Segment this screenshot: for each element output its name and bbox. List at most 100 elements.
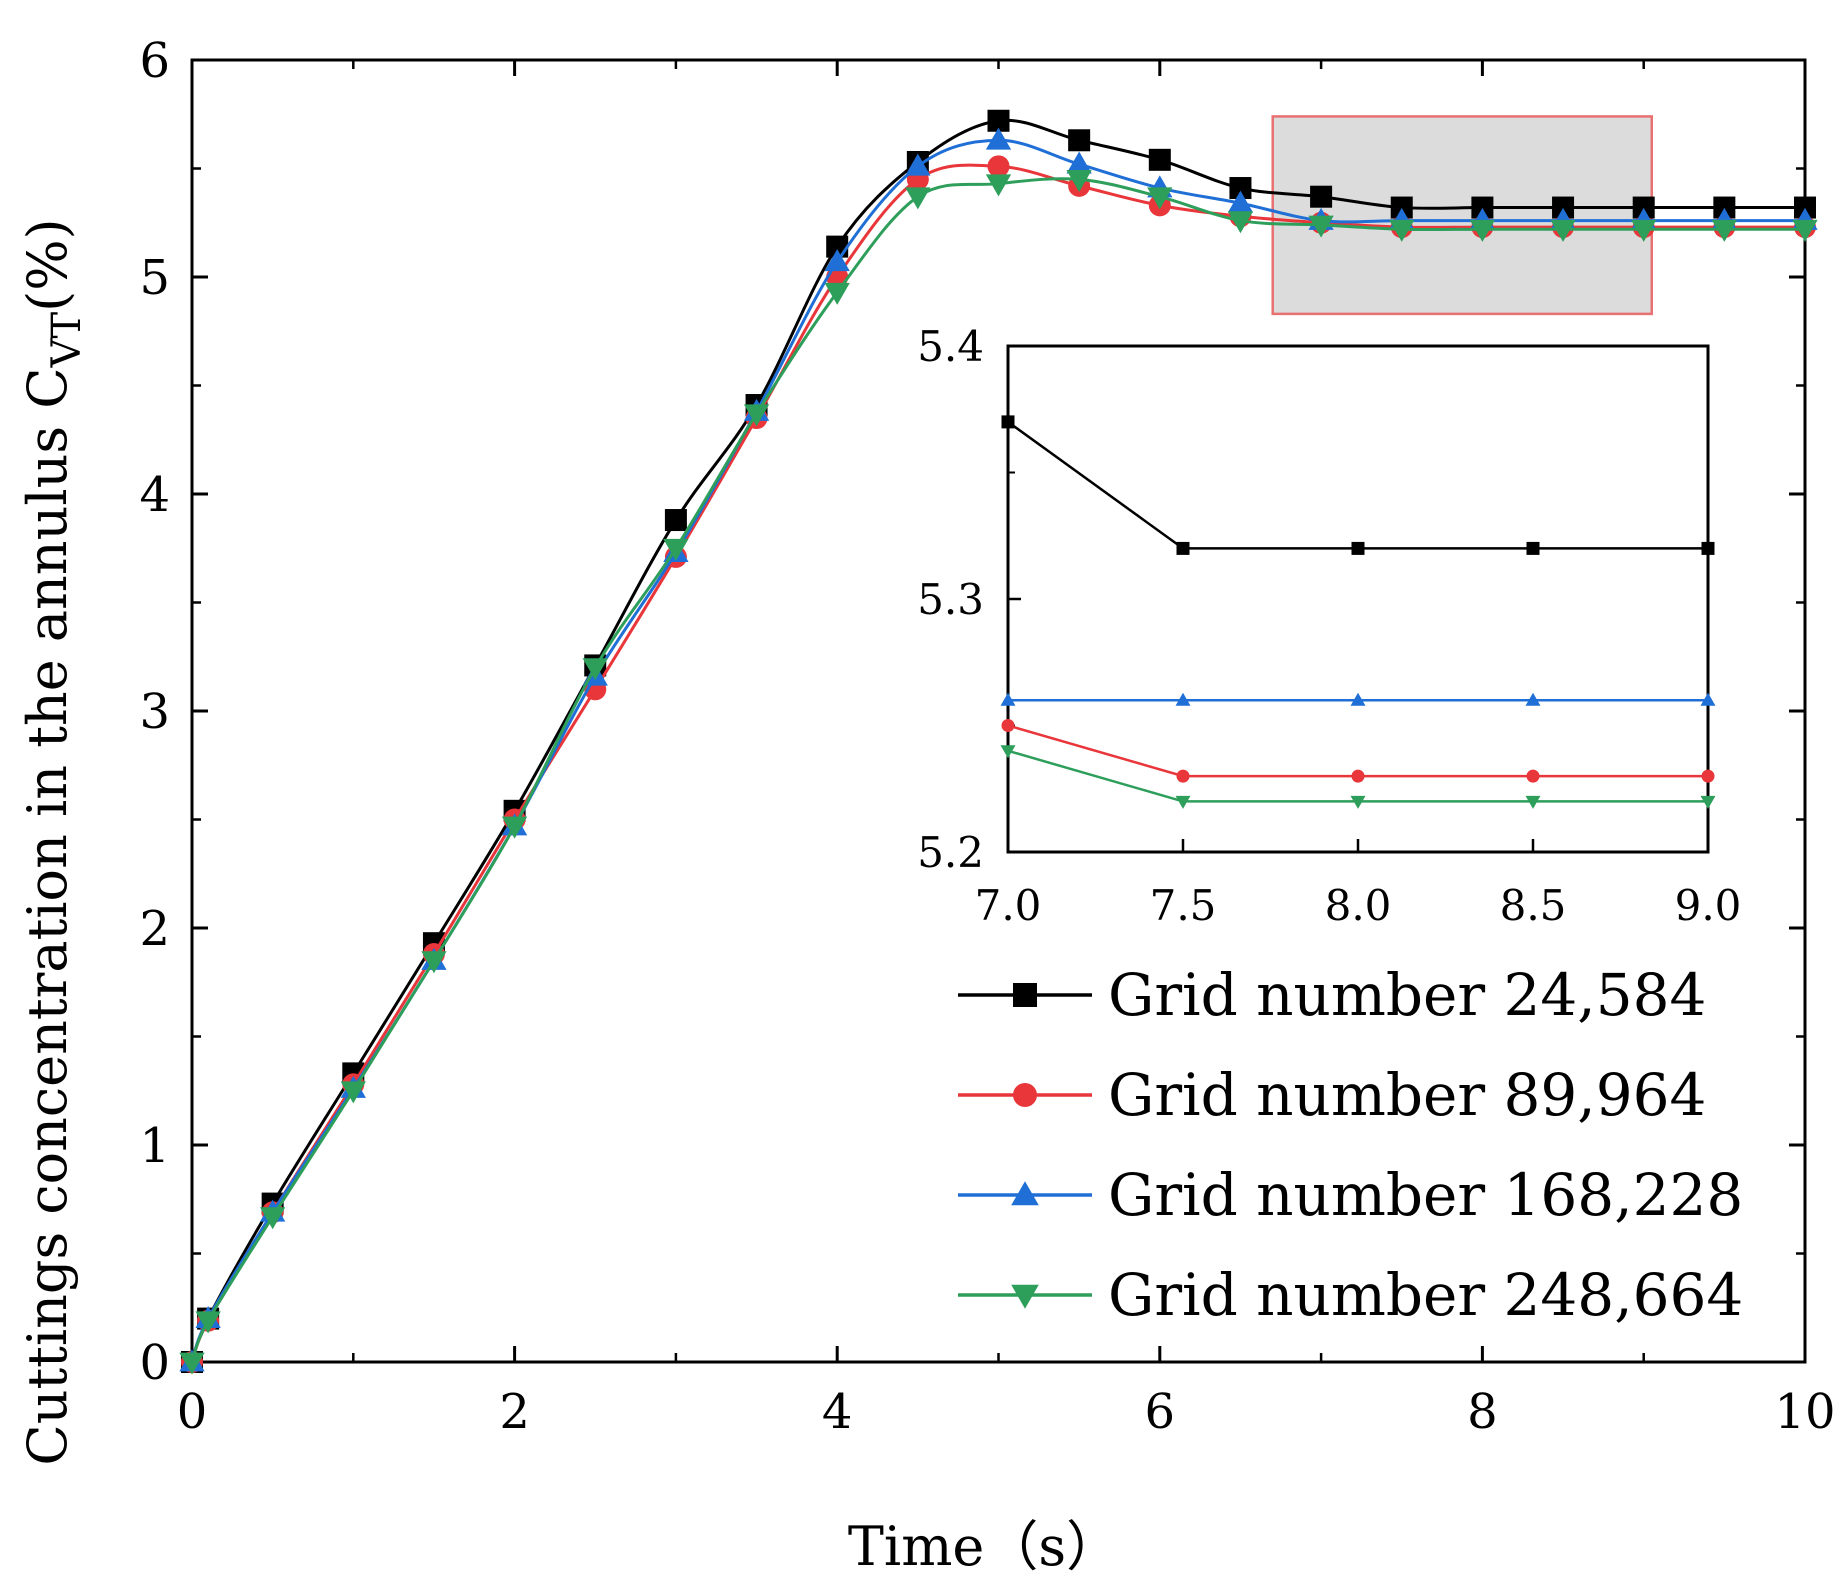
data-point	[1632, 196, 1655, 219]
x-tick-label: 0	[177, 1384, 208, 1440]
y-tick-label: 4	[139, 467, 170, 523]
data-point	[260, 1207, 286, 1230]
inset-data-point	[1175, 795, 1191, 809]
data-point	[421, 951, 447, 974]
data-point	[1068, 129, 1091, 152]
inset-data-point	[1350, 692, 1366, 706]
data-point	[1229, 177, 1252, 200]
data-point	[195, 1311, 221, 1334]
legend-label: Grid number 168,228	[1108, 1161, 1743, 1229]
data-point	[987, 155, 1010, 178]
inset-data-point	[1526, 769, 1540, 783]
y-axis-title-suffix: (%)	[16, 218, 79, 311]
data-point	[985, 127, 1012, 150]
data-point	[1794, 196, 1816, 219]
inset-data-point	[1525, 692, 1541, 706]
inset-data-point	[1000, 745, 1016, 759]
y-tick-label: 0	[139, 1335, 170, 1391]
data-point	[1471, 196, 1494, 219]
inset-y-tick-label: 5.3	[917, 575, 984, 624]
data-point	[663, 538, 689, 561]
inset-data-point	[1176, 541, 1190, 555]
data-point	[985, 174, 1012, 197]
inset-data-point	[1525, 795, 1541, 809]
y-axis-title: Cuttings concentration in the annulus CV…	[16, 218, 90, 1465]
x-tick-label: 2	[499, 1384, 530, 1440]
legend-entry: Grid number 168,228	[958, 1161, 1743, 1229]
data-point	[582, 658, 608, 681]
main-plot-layer: 0 2 4 6 8 10 0 1 2 3 4 5 6	[139, 33, 1835, 1440]
series-markers	[179, 170, 1818, 1375]
data-point	[179, 1352, 205, 1375]
x-tick-label: 6	[1145, 1384, 1176, 1440]
legend-label: Grid number 24,584	[1108, 961, 1706, 1029]
inset-series-markers	[1001, 415, 1715, 555]
data-point	[1308, 215, 1334, 238]
inset-series-markers	[1000, 745, 1716, 809]
series-1	[181, 109, 1816, 1373]
inset-series-2	[1001, 719, 1715, 783]
y-tick-label: 5	[139, 250, 170, 306]
data-point	[1066, 151, 1092, 174]
x-axis-title: Time（s）	[848, 1515, 1120, 1578]
data-point	[743, 404, 770, 427]
inset-y-tick-label: 5.4	[917, 322, 984, 371]
y-axis-title-main: Cuttings concentration in the annulus C	[16, 367, 79, 1465]
zoom-highlight-box	[1271, 115, 1654, 316]
y-tick-label: 3	[139, 684, 170, 740]
inset-data-point	[1700, 795, 1716, 809]
y-tick-label: 1	[139, 1118, 170, 1174]
data-point	[1148, 148, 1171, 171]
legend-marker	[1011, 1284, 1039, 1309]
inset-x-tick-label: 7.0	[975, 881, 1042, 930]
data-point	[987, 109, 1010, 132]
y-axis-title-subscript: VT	[44, 312, 90, 369]
data-point	[340, 1081, 366, 1104]
y-tick-label: 6	[139, 33, 170, 89]
inset-x-tick-label: 8.0	[1325, 881, 1392, 930]
inset-data-point	[1351, 541, 1365, 555]
data-point	[905, 153, 931, 176]
inset-x-tick-label: 8.5	[1500, 881, 1567, 930]
inset-data-point	[1350, 795, 1366, 809]
data-point	[501, 816, 528, 839]
data-point	[1310, 185, 1333, 208]
legend-label: Grid number 89,964	[1108, 1061, 1706, 1129]
legend-entry: Grid number 24,584	[958, 961, 1706, 1029]
y-tick-label: 2	[139, 901, 170, 957]
inset-data-point	[1700, 692, 1716, 706]
data-point	[1147, 187, 1173, 210]
legend-marker	[1013, 983, 1037, 1007]
data-point	[1469, 219, 1496, 242]
inset-series-markers	[1001, 719, 1715, 783]
inset-series-markers	[1000, 692, 1716, 706]
inset-data-point	[1176, 769, 1190, 783]
x-tick-label: 8	[1467, 1384, 1498, 1440]
legend-entry: Grid number 89,964	[958, 1061, 1706, 1129]
inset-x-tick-label: 7.5	[1150, 881, 1217, 930]
inset-x-tick-label: 9.0	[1675, 881, 1742, 930]
series-4	[179, 170, 1818, 1375]
inset-data-point	[1701, 769, 1715, 783]
inset-series-4	[1000, 745, 1716, 809]
x-tick-label: 4	[822, 1384, 853, 1440]
inset-y-tick-label: 5.2	[917, 828, 984, 877]
inset-series-1	[1001, 415, 1715, 555]
data-point	[1227, 211, 1254, 234]
inset-data-point	[1526, 541, 1540, 555]
inset-data-point	[1001, 415, 1015, 429]
inset-data-point	[1351, 769, 1365, 783]
data-point	[1713, 196, 1736, 219]
data-point	[1389, 219, 1415, 242]
data-point	[1631, 219, 1657, 242]
data-point	[1066, 170, 1092, 192]
legend-entry: Grid number 248,664	[958, 1261, 1743, 1329]
data-point	[1227, 190, 1254, 213]
data-point	[824, 282, 850, 305]
inset-frame	[1006, 344, 1710, 854]
legend-label: Grid number 248,664	[1108, 1261, 1743, 1329]
inset-series-3	[1000, 692, 1716, 706]
inset-data-point	[1000, 692, 1016, 706]
data-point	[1390, 196, 1413, 219]
